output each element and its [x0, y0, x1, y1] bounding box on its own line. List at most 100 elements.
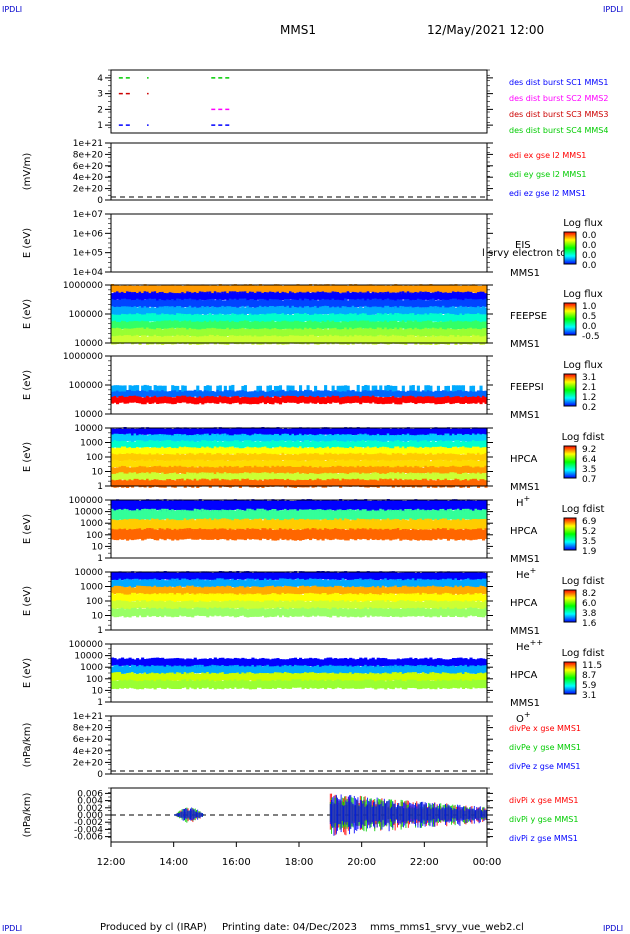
panel-hpca-o-cell [198, 664, 202, 674]
panel-hpca-he1-cell [481, 529, 486, 541]
panel-hpca-h-cell [246, 434, 250, 443]
panel-feepse-cell [168, 300, 172, 309]
panel-hpca-h-cell [456, 466, 461, 475]
panel-hpca-he2-cell [379, 587, 383, 596]
panel-hpca-h-cell [299, 473, 303, 482]
panel-hpca-h-cell [339, 459, 343, 468]
panel-hpca-he2-cell [141, 585, 145, 595]
panel-hpca-he1-cell [434, 518, 438, 530]
panel-hpca-he2-cell [218, 571, 222, 580]
panel-hpca-h-cell [161, 434, 165, 442]
panel-hpca-h-cell [356, 472, 360, 481]
panel-feepsi-cell [311, 396, 315, 404]
panel-hpca-h-cell [176, 459, 180, 467]
panel-feepse-cell [288, 321, 293, 330]
panel-hpca-he2-cell [354, 571, 358, 580]
panel-hpca-h-cell [208, 440, 212, 449]
panel-hpca-he2-cell [148, 579, 152, 588]
panel-hpca-he2-cell [198, 600, 202, 609]
panel-hpca-he2-cell [421, 601, 425, 611]
panel-hpca-he1-cell [226, 499, 230, 511]
panel-hpca-he2-cell [299, 586, 303, 595]
panel-hpca-h-cell [286, 472, 290, 481]
panel-feepse-cell [186, 291, 190, 300]
panel-hpca-h-cell [126, 473, 130, 482]
panel-feepse-cell [283, 292, 288, 301]
panel-hpca-he2-cell [314, 593, 318, 602]
panel-feepse-cell [336, 335, 340, 344]
panel-hpca-he2-cell [116, 585, 120, 595]
panel-hpca-h-cell [339, 453, 343, 462]
panel-feepse-cell [466, 291, 471, 300]
panel-hpca-h-cell [411, 472, 415, 481]
panel-hpca-he1-cell [271, 499, 275, 510]
panel-feepse-cell [236, 307, 240, 316]
panel-hpca-h-cell [146, 460, 150, 469]
panel-hpca-h-cell [181, 459, 185, 467]
panel-feepse-cell [123, 293, 127, 302]
panel-hpca-h-cell [324, 480, 328, 488]
panel-feepsi-cell [359, 391, 363, 399]
panel-feepse-cell [128, 291, 132, 301]
panel-hpca-he2-cell [261, 607, 265, 616]
panel-hpca-he2-cell [351, 579, 355, 588]
panel-hpca-h-cell [271, 465, 275, 474]
panel-hpca-h-cell [166, 439, 170, 448]
panel-hpca-he2-cell [126, 587, 130, 596]
panel-feepsi-cell [301, 395, 305, 403]
panel-feepse-cell [158, 285, 162, 295]
panel-feepse-cell [361, 313, 365, 322]
panel-hpca-h-cell [324, 472, 328, 481]
panel-hpca-h-cell [263, 427, 268, 436]
panel-feepse-cell [456, 329, 461, 338]
panel-hpca-he2-cell [188, 594, 192, 603]
panel-feepsi-cell [341, 391, 345, 398]
panel-hpca-he2-cell [281, 572, 285, 581]
panel-hpca-he2-cell [166, 593, 170, 602]
panel-feepse-cell [186, 321, 190, 330]
panel-feepse-cell [296, 300, 300, 309]
panel-hpca-he2-cell [233, 600, 237, 609]
panel-feepse-cell [288, 335, 293, 344]
panel-hpca-h-cell [253, 446, 257, 455]
panel-hpca-he2-cell [301, 594, 305, 603]
panel-hpca-he1-cell [121, 519, 125, 531]
panel-hpca-he1-cell [161, 508, 165, 520]
panel-feepsi-cell [193, 397, 197, 405]
panel-hpca-he2-cell [329, 601, 333, 610]
panel-hpca-he2-cell [369, 607, 373, 616]
panel-feepsi-cell [156, 390, 160, 398]
panel-hpca-h-cell [223, 433, 227, 441]
panel-hpca-h-cell [466, 441, 471, 449]
panel-hpca-he2-cell [414, 601, 418, 610]
panel-hpca-h-cell [251, 480, 255, 488]
panel-hpca-h-cell [171, 435, 175, 443]
panel-feepse-cell [404, 313, 408, 323]
panel-hpca-h-cell [419, 460, 423, 468]
panel-hpca-h-cell [123, 453, 127, 462]
panel-hpca-o-cell [133, 659, 137, 668]
panel-feepsi-cell [389, 397, 393, 404]
panel-hpca-h-cell [374, 472, 378, 480]
panel-feepse-cell [126, 299, 130, 308]
panel-hpca-h-cell [258, 441, 262, 450]
panel-hpca-h-cell [191, 453, 195, 461]
panel-hpca-h-colorbar-tick: 3.5 [582, 465, 596, 475]
panel-feepse-cell [364, 305, 368, 315]
panel-edi-e-ytick-label: 2e+20 [73, 185, 104, 195]
panel-hpca-h-cell [118, 447, 122, 456]
panel-burst-legend-entry: des dist burst SC4 MMS4 [509, 126, 608, 135]
panel-hpca-he1-cell [339, 499, 343, 510]
panel-hpca-h-cell [196, 447, 200, 456]
panel-feepse-cell [238, 321, 242, 330]
panel-feepse-cell [416, 306, 420, 316]
panel-hpca-h-cell [444, 478, 448, 487]
panel-feepse-cell [143, 291, 147, 300]
panel-hpca-he2-cell [401, 593, 405, 602]
panel-hpca-he2-ytick-label: 1 [97, 626, 103, 636]
panel-hpca-he1-cell [243, 510, 247, 522]
panel-feepse-cell [206, 321, 210, 331]
panel-hpca-h-cell [361, 466, 365, 474]
panel-feepsi-cell [339, 385, 343, 393]
panel-hpca-he1-cell [304, 519, 308, 531]
